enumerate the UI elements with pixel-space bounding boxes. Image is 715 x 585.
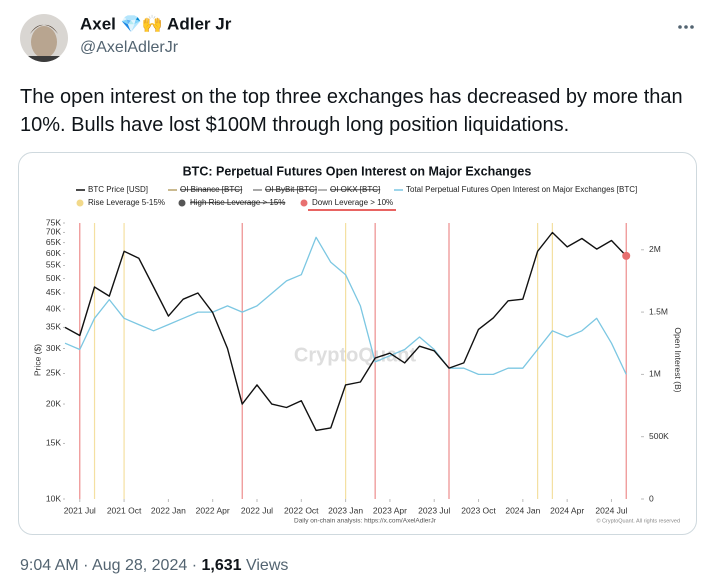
y2-tick-label: 2M bbox=[649, 244, 661, 254]
y-tick-label: 65K bbox=[46, 237, 61, 247]
y-tick-label: 30K bbox=[46, 343, 61, 353]
separator: · bbox=[83, 557, 88, 574]
legend-label[interactable]: Rise Leverage 5-15% bbox=[88, 198, 165, 207]
legend-label[interactable]: BTC Price [USD] bbox=[88, 185, 148, 194]
y-tick-label: 55K bbox=[46, 260, 61, 270]
author-name[interactable]: Axel 💎🙌 Adler Jr bbox=[80, 14, 232, 33]
views-label: Views bbox=[246, 557, 288, 574]
y-tick-label: 10K bbox=[46, 493, 61, 503]
date[interactable]: Aug 28, 2024 bbox=[92, 557, 187, 574]
tweet-text: The open interest on the top three excha… bbox=[20, 86, 683, 136]
chart: BTC: Perpetual Futures Open Interest on … bbox=[32, 164, 683, 524]
event-dot bbox=[622, 251, 631, 260]
x-tick-label: 2024 Jan bbox=[505, 505, 540, 515]
y-tick-label: 35K bbox=[46, 322, 61, 332]
legend-label[interactable]: OI OKX [BTC] bbox=[330, 185, 380, 194]
x-tick-label: 2022 Jan bbox=[151, 505, 186, 515]
legend-swatch bbox=[76, 199, 84, 207]
more-button[interactable] bbox=[678, 25, 694, 29]
y-tick-label: 25K bbox=[46, 368, 61, 378]
legend-label[interactable]: High Rise Leverage > 15% bbox=[190, 198, 285, 207]
time: 9:04 AM bbox=[20, 557, 79, 574]
x-tick-label: 2024 Apr bbox=[550, 505, 584, 515]
x-tick-label: 2022 Jul bbox=[241, 505, 273, 515]
y-tick-label: 60K bbox=[46, 248, 61, 258]
legend-label[interactable]: OI Binance [BTC] bbox=[180, 185, 242, 194]
x-tick-label: 2023 Oct bbox=[461, 505, 496, 515]
x-tick-label: 2022 Oct bbox=[284, 505, 319, 515]
y-tick-label: 40K bbox=[46, 303, 61, 313]
author-handle[interactable]: @AxelAdlerJr bbox=[80, 39, 179, 56]
legend-label[interactable]: Down Leverage > 10% bbox=[312, 198, 393, 207]
separator: · bbox=[192, 557, 197, 574]
y-tick-label: 20K bbox=[46, 398, 61, 408]
x-tick-label: 2023 Jul bbox=[418, 505, 450, 515]
series-line bbox=[64, 231, 627, 432]
chart-title: BTC: Perpetual Futures Open Interest on … bbox=[183, 164, 532, 178]
x-tick-label: 2021 Jul bbox=[64, 505, 96, 515]
source-note: Daily on-chain analysis: https://x.com/A… bbox=[294, 518, 437, 525]
y-tick-label: 50K bbox=[46, 273, 61, 283]
y2-tick-label: 1.5M bbox=[649, 306, 668, 316]
legend-swatch bbox=[300, 199, 308, 207]
y-tick-label: 70K bbox=[46, 227, 61, 237]
x-tick-label: 2022 Apr bbox=[196, 505, 230, 515]
y2-tick-label: 1M bbox=[649, 369, 661, 379]
tweet-footer: 9:04 AM · Aug 28, 2024 · 1,631 Views bbox=[20, 557, 288, 574]
y-tick-label: 45K bbox=[46, 287, 61, 297]
y-tick-label: 15K bbox=[46, 438, 61, 448]
views-count: 1,631 bbox=[201, 557, 241, 574]
watermark: CryptoQuant bbox=[294, 344, 417, 366]
avatar[interactable] bbox=[20, 14, 68, 66]
x-tick-label: 2024 Jul bbox=[595, 505, 627, 515]
y-axis-label: Price ($) bbox=[32, 344, 42, 376]
x-tick-label: 2021 Oct bbox=[107, 505, 142, 515]
legend-label[interactable]: Total Perpetual Futures Open Interest on… bbox=[406, 185, 637, 194]
y2-tick-label: 500K bbox=[649, 431, 669, 441]
y2-axis-label: Open Interest (B) bbox=[673, 327, 683, 392]
legend-swatch bbox=[178, 199, 186, 207]
y-tick-label: 75K bbox=[46, 217, 61, 227]
x-tick-label: 2023 Jan bbox=[328, 505, 363, 515]
y2-tick-label: 0 bbox=[649, 493, 654, 503]
x-tick-label: 2023 Apr bbox=[373, 505, 407, 515]
series-line bbox=[64, 236, 627, 376]
media-card[interactable] bbox=[18, 152, 697, 535]
copyright: © CryptoQuant. All rights reserved bbox=[596, 517, 680, 524]
legend-label[interactable]: OI ByBit [BTC] bbox=[265, 185, 317, 194]
